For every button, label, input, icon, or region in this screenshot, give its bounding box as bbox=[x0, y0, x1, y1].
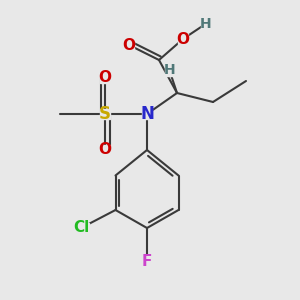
Text: H: H bbox=[164, 64, 175, 77]
Text: F: F bbox=[142, 254, 152, 268]
Bar bbox=[100, 73, 110, 83]
Text: S: S bbox=[99, 105, 111, 123]
Bar bbox=[200, 19, 211, 29]
Bar bbox=[100, 145, 110, 155]
Text: Cl: Cl bbox=[73, 220, 89, 236]
Bar bbox=[178, 34, 188, 44]
Bar bbox=[142, 256, 152, 266]
Bar bbox=[124, 40, 134, 50]
Text: O: O bbox=[98, 70, 112, 86]
Bar bbox=[74, 223, 89, 233]
Bar bbox=[142, 109, 152, 119]
Text: O: O bbox=[176, 32, 190, 46]
Text: N: N bbox=[140, 105, 154, 123]
Bar bbox=[165, 65, 175, 76]
Text: O: O bbox=[122, 38, 136, 52]
Text: O: O bbox=[98, 142, 112, 158]
Text: H: H bbox=[200, 17, 211, 31]
Bar bbox=[100, 109, 110, 119]
